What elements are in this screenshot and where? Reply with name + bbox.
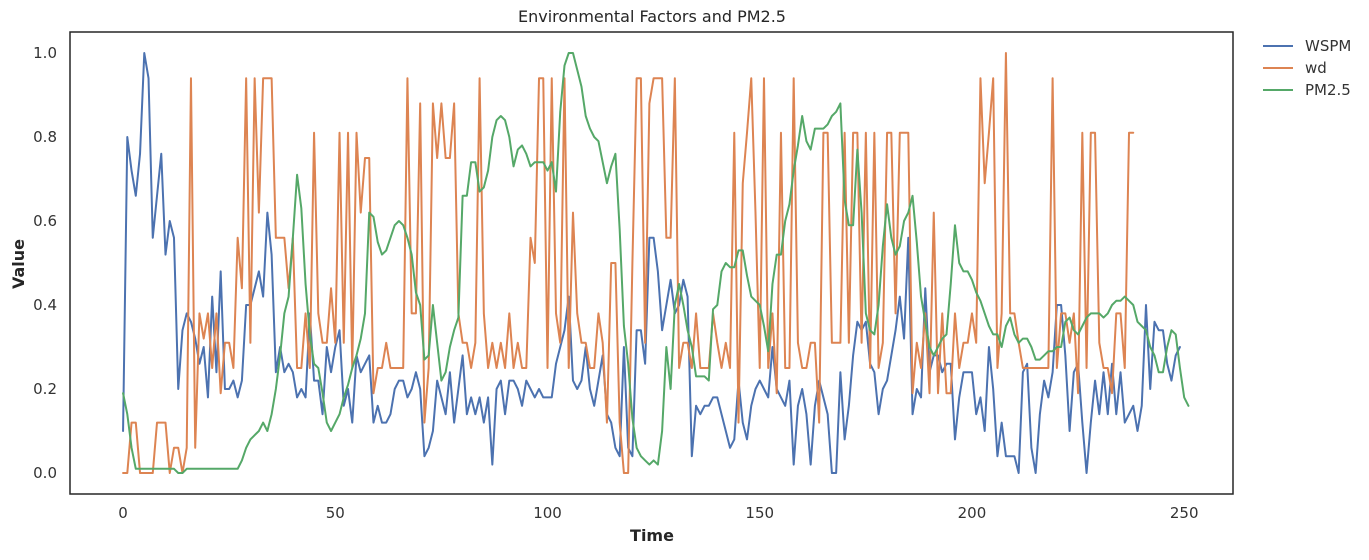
chart-legend: WSPM wd PM2.5 <box>1263 37 1351 99</box>
plot-area <box>122 52 1190 474</box>
y-tick-label: 0.0 <box>33 464 57 482</box>
x-tick-label: 250 <box>1170 504 1199 522</box>
x-tick-label: 50 <box>326 504 345 522</box>
legend-label: WSPM <box>1305 37 1351 55</box>
series-line-pm2-5 <box>122 52 1190 474</box>
y-axis-title: Value <box>9 239 28 289</box>
series-line-wspm <box>122 52 1181 474</box>
y-axis-ticks: 0.0 0.2 0.4 0.6 0.8 1.0 <box>33 44 57 482</box>
y-tick-label: 0.2 <box>33 380 57 398</box>
x-tick-label: 200 <box>958 504 987 522</box>
y-tick-label: 0.8 <box>33 128 57 146</box>
legend-item: WSPM <box>1263 37 1351 55</box>
y-tick-label: 0.4 <box>33 296 57 314</box>
y-tick-label: 0.6 <box>33 212 57 230</box>
x-axis-ticks: 0 50 100 150 200 250 <box>118 504 1198 522</box>
legend-item: PM2.5 <box>1263 81 1351 99</box>
x-axis-title: Time <box>630 526 674 545</box>
legend-item: wd <box>1263 59 1327 77</box>
x-tick-label: 100 <box>533 504 562 522</box>
plot-frame <box>69 31 1234 495</box>
legend-label: PM2.5 <box>1305 81 1351 99</box>
y-tick-label: 1.0 <box>33 44 57 62</box>
x-tick-label: 150 <box>745 504 774 522</box>
legend-label: wd <box>1305 59 1327 77</box>
chart-title: Environmental Factors and PM2.5 <box>518 7 786 26</box>
x-tick-label: 0 <box>118 504 128 522</box>
